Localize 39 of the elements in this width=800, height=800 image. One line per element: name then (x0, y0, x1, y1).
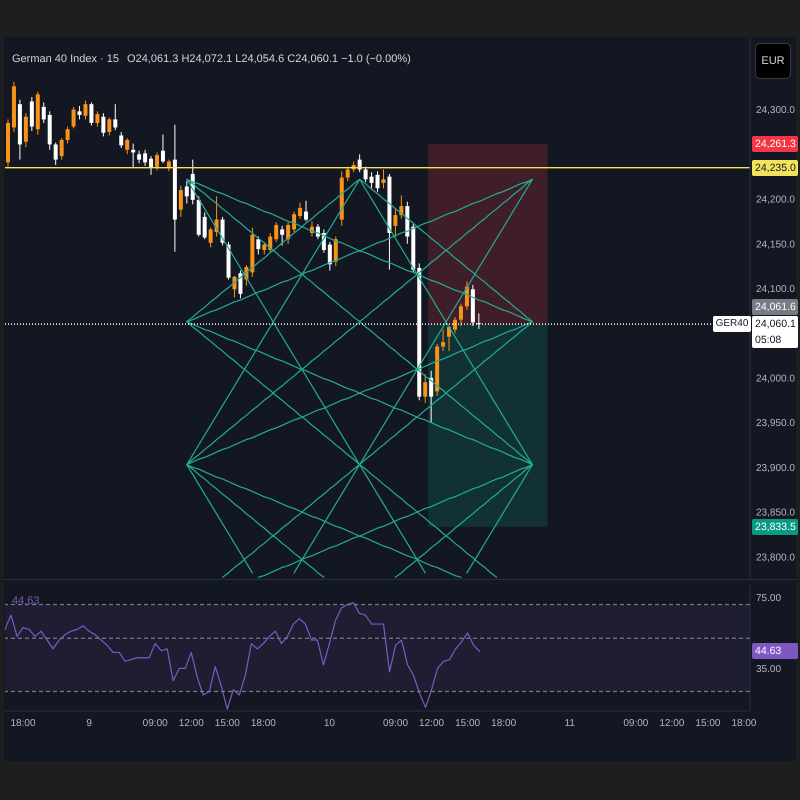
x-tick-label: 15:00 (455, 718, 481, 730)
x-tick-label: 9 (86, 718, 92, 730)
x-tick-label: 18:00 (250, 718, 276, 730)
text: 24,061.6 (755, 301, 796, 314)
x-tick-label: 09:00 (383, 718, 408, 730)
y-tick-label: 24,200.0 (756, 194, 796, 206)
y-tick-label: 23,850.0 (756, 508, 796, 519)
x-tick-label: 12:00 (659, 718, 685, 730)
y-tick-label: 24,150.0 (756, 239, 796, 250)
ref-line-label: 24,235.0 (755, 162, 796, 174)
text: 05:08 (755, 334, 782, 346)
text: German 40 Index · 15 (12, 53, 120, 65)
y-tick-label: 24,100.0 (756, 284, 796, 295)
y-tick-label: 24,300.0 (756, 105, 796, 116)
y-axis-title: EUR (761, 55, 785, 67)
x-tick-label: 11 (564, 718, 576, 730)
x-tick-label: 09:00 (142, 718, 168, 730)
annotation: 44.63 (12, 595, 40, 607)
x-tick-label: 18:00 (731, 718, 757, 730)
x-tick-label: 15:00 (695, 718, 721, 730)
annotation: O24,061.3 H24,072.1 L24,054.6 C24,060.1 −1.0 (−0.00%) (127, 53, 411, 65)
x-tick-label: 12:00 (419, 718, 445, 730)
y-tick-label: 24,000.0 (756, 373, 796, 384)
x-tick-label: 12:00 (178, 718, 204, 730)
text: 24,261.3 (755, 138, 796, 150)
y-tick-label: 35.00 (756, 664, 782, 675)
ref-line-label: 24,060.1 (755, 318, 796, 330)
x-tick-label: 18:00 (491, 718, 517, 730)
x-tick-label: 18:00 (10, 718, 36, 730)
annotation: GER40 (716, 318, 748, 330)
text: 23,833.5 (755, 520, 796, 533)
y-tick-label: 23,950.0 (756, 418, 796, 430)
y-tick-label: 23,800.0 (756, 552, 796, 564)
text: 44.63 (755, 645, 782, 658)
y-tick-label: 23,900.0 (756, 462, 796, 474)
x-tick-label: 09:00 (623, 718, 649, 730)
y-tick-label: 75.00 (756, 592, 782, 604)
x-tick-label: 15:00 (214, 718, 240, 730)
x-tick-label: 10 (324, 718, 336, 730)
